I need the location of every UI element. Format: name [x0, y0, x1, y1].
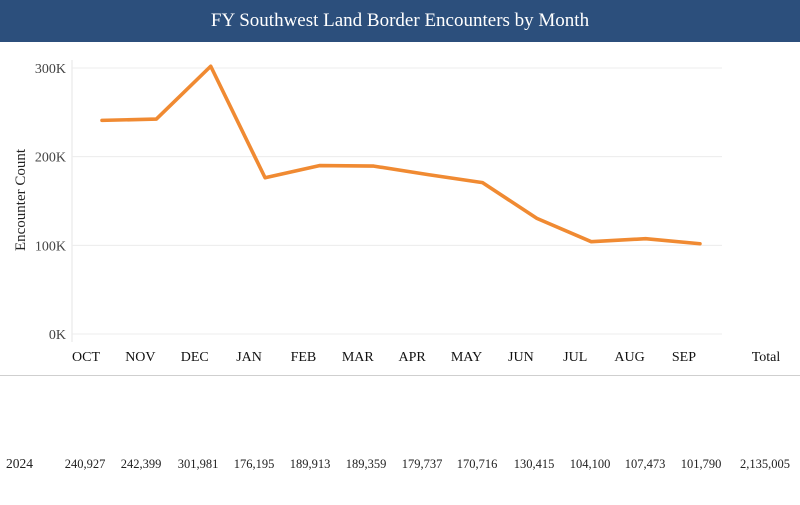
table-cell-jan: 176,195 [233, 457, 275, 471]
chart-title: FY Southwest Land Border Encounters by M… [0, 0, 800, 42]
y-tick-label: 0K [49, 328, 66, 343]
table-divider [0, 375, 800, 376]
table-cell-total: 2,135,005 [740, 457, 790, 471]
x-tick-label: JUN [508, 350, 534, 365]
y-tick-label: 100K [35, 239, 66, 254]
table-cell-feb: 189,913 [289, 457, 331, 471]
x-tick-label: MAY [451, 350, 482, 365]
table-cell-mar: 189,359 [345, 457, 387, 471]
x-tick-label: OCT [72, 350, 100, 365]
x-tick-label: FEB [291, 350, 317, 365]
series-line-2024 [100, 64, 702, 246]
x-tick-label: DEC [181, 350, 209, 365]
table-cell-apr: 179,737 [401, 457, 443, 471]
table-cell-oct: 240,927 [64, 457, 106, 471]
x-tick-label: JUL [563, 350, 587, 365]
table-cell-dec: 301,981 [177, 457, 219, 471]
x-tick-label: NOV [125, 350, 155, 365]
table-row-label: 2024 [6, 456, 33, 471]
table-cell-aug: 107,473 [624, 457, 666, 471]
data-table-row: 2024 240,927 242,399 301,981 176,195 189… [0, 456, 800, 476]
y-tick-label: 200K [35, 151, 66, 166]
table-cell-may: 170,716 [456, 457, 498, 471]
y-axis-title: Encounter Count [13, 148, 29, 251]
line-chart: 0K 100K 200K 300K Encounter Count OCT NOV DEC JA… [13, 60, 781, 365]
x-tick-label: MAR [342, 350, 375, 365]
table-cell-jun: 130,415 [513, 457, 555, 471]
table-cell-sep: 101,790 [680, 457, 722, 471]
x-tick-label: APR [399, 350, 427, 365]
x-tick-label: JAN [236, 350, 262, 365]
x-tick-label-total: Total [752, 350, 781, 365]
table-cell-jul: 104,100 [569, 457, 611, 471]
table-cell-nov: 242,399 [120, 457, 162, 471]
x-tick-label: AUG [614, 350, 644, 365]
y-tick-label: 300K [35, 62, 66, 77]
x-tick-label: SEP [672, 350, 696, 365]
